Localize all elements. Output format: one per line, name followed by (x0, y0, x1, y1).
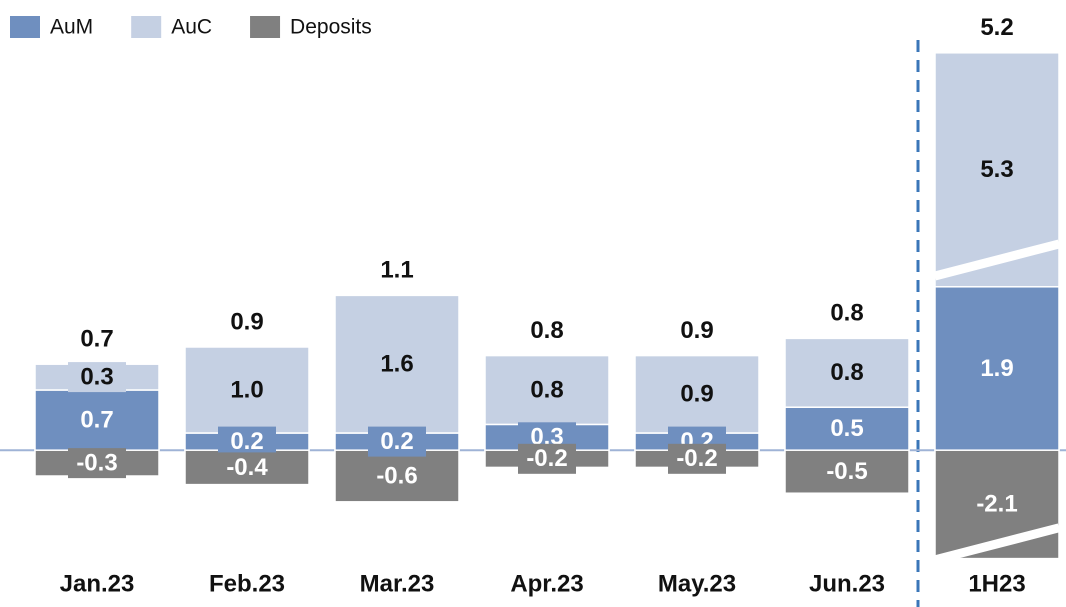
value-label: 1.0 (230, 376, 263, 403)
value-label: -0.2 (676, 445, 717, 472)
label-box (218, 452, 276, 483)
total-label: 0.8 (830, 300, 863, 327)
value-label: 0.5 (830, 415, 863, 442)
x-tick-label: Apr.23 (510, 570, 583, 597)
legend-swatch (250, 16, 281, 38)
total-label: 1.1 (380, 257, 413, 284)
bar-segment (784, 406, 910, 451)
value-label: -2.1 (976, 491, 1017, 518)
legend-label: AuM (50, 16, 93, 39)
x-tick-label: May.23 (658, 570, 736, 597)
value-label: 0.2 (230, 428, 263, 455)
total-label: 0.7 (80, 326, 113, 353)
x-tick-label: Jan.23 (60, 570, 135, 597)
x-tick-label: Feb.23 (209, 570, 285, 597)
value-label: 1.6 (380, 351, 413, 378)
bar-segment (784, 337, 910, 408)
label-box (68, 362, 126, 393)
x-tick-label: Mar.23 (360, 570, 435, 597)
bar-segment (634, 354, 760, 434)
label-box (368, 426, 426, 457)
bar-segment (334, 294, 460, 434)
axis-break (933, 239, 1061, 281)
value-label: 0.9 (680, 381, 713, 408)
value-label: -0.6 (376, 462, 417, 489)
value-label: 0.3 (80, 363, 113, 390)
value-label: 1.9 (980, 355, 1013, 382)
legend-swatch (10, 16, 40, 38)
axis-break (933, 523, 1061, 565)
label-box (218, 426, 276, 457)
legend-swatch (131, 16, 162, 38)
value-label: 0.7 (80, 406, 113, 433)
legend-label: Deposits (290, 16, 372, 39)
value-label: 0.8 (530, 376, 563, 403)
total-label: 0.9 (680, 317, 713, 344)
value-label: -0.4 (226, 454, 268, 481)
value-label: 0.2 (380, 428, 413, 455)
x-tick-label: Jun.23 (809, 570, 885, 597)
total-label: 0.8 (530, 317, 563, 344)
total-label: 5.2 (980, 14, 1013, 41)
value-label: -0.5 (826, 458, 867, 485)
label-box (518, 443, 576, 474)
value-label: 0.8 (830, 359, 863, 386)
label-box (668, 443, 726, 474)
x-tick-label: 1H23 (968, 570, 1025, 597)
value-label: 5.3 (980, 156, 1013, 183)
bar-segment (334, 449, 460, 503)
value-label: -0.3 (76, 449, 117, 476)
value-label: -0.2 (526, 445, 567, 472)
bar-segment (484, 354, 610, 426)
bar-segment (784, 449, 910, 494)
label-box (68, 448, 126, 479)
total-label: 0.9 (230, 308, 263, 335)
legend-label: AuC (171, 16, 212, 39)
